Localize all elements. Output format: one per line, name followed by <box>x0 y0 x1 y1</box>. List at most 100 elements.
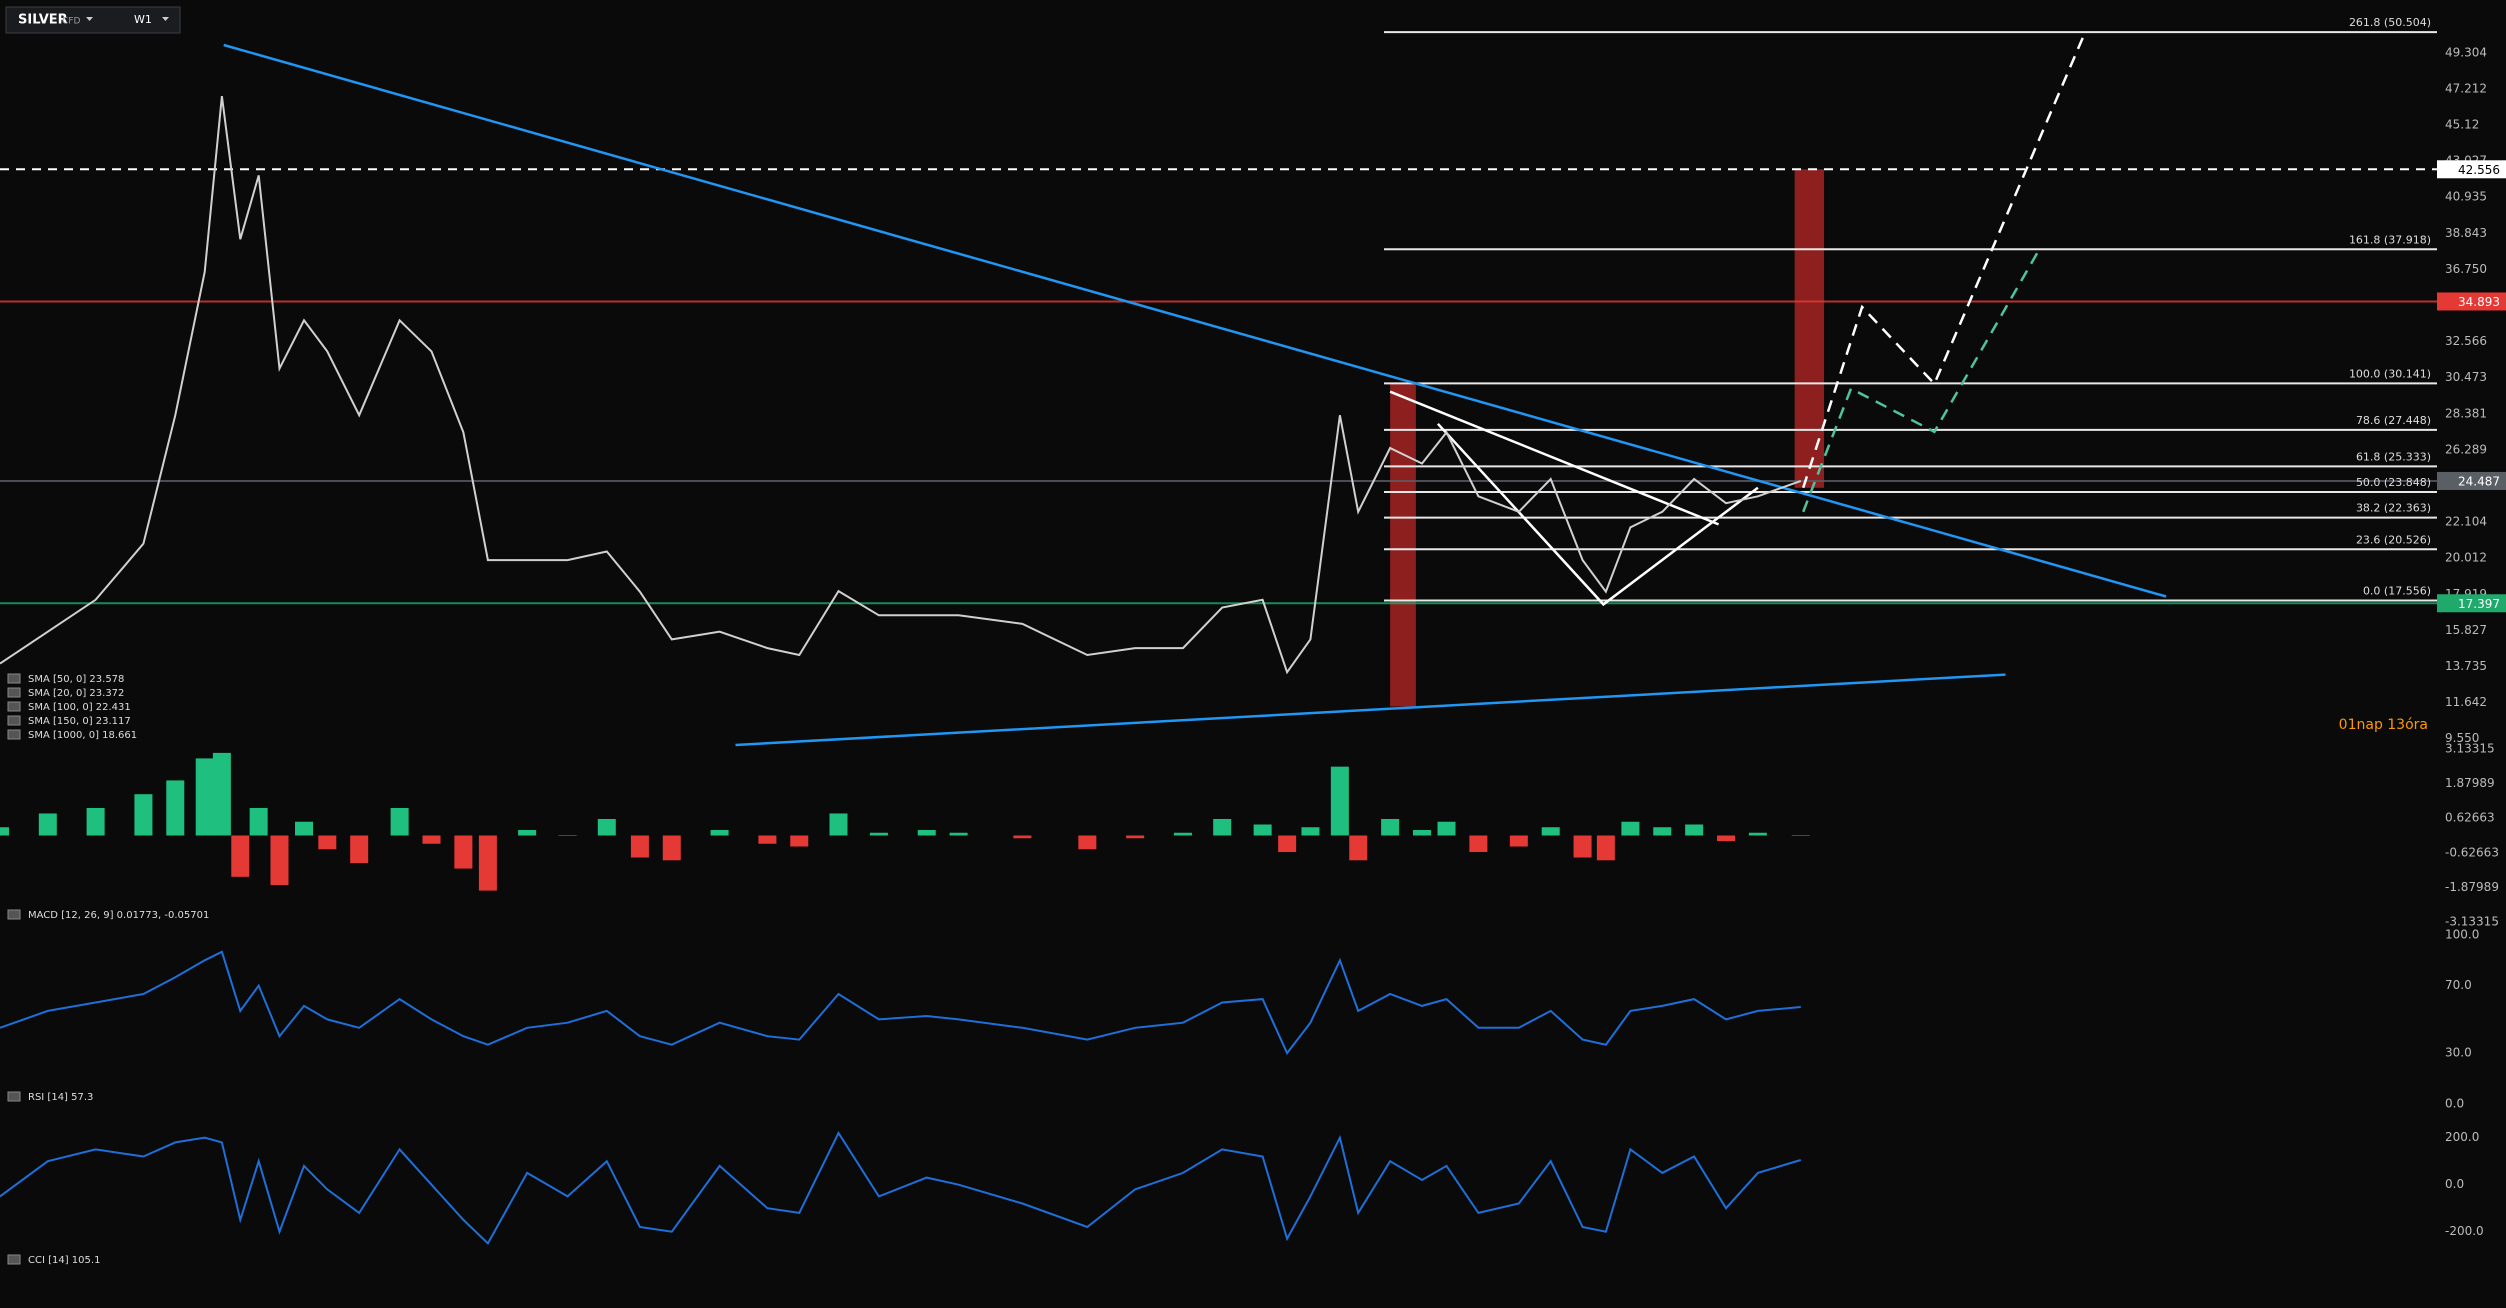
histogram-bar <box>1717 835 1736 842</box>
y-tick-label: -200.0 <box>2445 1224 2484 1238</box>
ui: SILVER CFD W1 49.30447.21245.1243.02740.… <box>5 6 2506 1266</box>
indicator-line <box>0 950 1801 1056</box>
histogram-bar <box>212 752 231 836</box>
timeframe[interactable]: W1 <box>134 13 152 26</box>
price-line <box>0 95 1802 675</box>
histogram-bar <box>1412 829 1431 836</box>
legend-icon <box>7 673 21 684</box>
legend-entry: SMA [50, 0] 23.578 <box>28 674 124 685</box>
y-tick-label: 20.012 <box>2445 551 2487 565</box>
y-tick-label: 30.0 <box>2445 1046 2472 1060</box>
histogram-bar <box>1685 824 1704 836</box>
histogram-bar <box>350 835 369 864</box>
histogram-bar <box>1469 835 1488 853</box>
price-badge-label: 24.487 <box>2458 474 2500 488</box>
histogram-bar <box>790 835 809 847</box>
y-tick-label: 0.0 <box>2445 1177 2464 1191</box>
histogram-bar <box>1253 824 1272 836</box>
y-tick-label: 30.473 <box>2445 370 2487 384</box>
fib-label: 50.0 (23.848) <box>2356 476 2431 489</box>
symbol-dropdown[interactable] <box>86 17 93 21</box>
histogram-bar <box>518 829 537 836</box>
market: CFD <box>62 17 80 27</box>
y-tick-label: 0.62663 <box>2445 811 2495 825</box>
panel-legend: CCI [14] 105.1 <box>28 1255 100 1266</box>
histogram-bar <box>1173 832 1192 836</box>
price-badge-label: 42.556 <box>2458 163 2500 177</box>
y-tick-label: 45.12 <box>2445 118 2479 132</box>
panel-legend: MACD [12, 26, 9] 0.01773, -0.05701 <box>28 910 209 921</box>
legend-icon <box>7 1254 21 1265</box>
trendline <box>1802 31 2087 489</box>
trendline <box>1389 390 1720 526</box>
price-badge-label: 17.397 <box>2458 597 2500 611</box>
histogram-bar <box>829 813 848 836</box>
y-tick-label: -3.13315 <box>2445 914 2499 928</box>
marks <box>0 31 2437 1246</box>
legend-icon <box>7 909 21 920</box>
histogram-bar <box>0 827 9 836</box>
legend-icon <box>7 729 21 740</box>
symbol[interactable]: SILVER <box>18 13 68 28</box>
y-tick-label: 38.843 <box>2445 226 2487 240</box>
y-tick-label: 11.642 <box>2445 695 2487 709</box>
y-tick-label: 0.0 <box>2445 1096 2464 1110</box>
legend-entry: SMA [20, 0] 23.372 <box>28 688 124 699</box>
histogram-bar <box>1213 818 1232 836</box>
histogram-bar <box>1437 821 1456 836</box>
histogram-bar <box>1748 832 1767 836</box>
histogram-bar <box>454 835 473 869</box>
histogram-bar <box>1791 835 1810 836</box>
price-badge <box>2437 292 2506 311</box>
histogram-bar <box>662 835 681 861</box>
price-badge <box>2437 471 2506 490</box>
y-tick-label: 47.212 <box>2445 81 2487 95</box>
price-badge <box>2437 594 2506 613</box>
histogram-bar <box>558 835 577 836</box>
y-tick-label: 15.827 <box>2445 623 2487 637</box>
symbol-box[interactable] <box>5 6 181 34</box>
legend-entry: SMA [100, 0] 22.431 <box>28 702 131 713</box>
timeframe-dropdown[interactable] <box>162 17 169 21</box>
histogram-bar <box>1301 827 1320 836</box>
histogram-bar <box>1078 835 1097 850</box>
price-badge-label: 34.893 <box>2458 295 2500 309</box>
fib-label: 0.0 (17.556) <box>2363 585 2431 598</box>
fib-label: 100.0 (30.141) <box>2349 367 2431 380</box>
histogram-bar <box>86 807 105 836</box>
histogram-bar <box>1013 835 1032 839</box>
histogram-bar <box>478 835 497 891</box>
histogram-bar <box>1278 835 1297 853</box>
y-tick-label: 40.935 <box>2445 190 2487 204</box>
histogram-bar <box>1541 827 1560 836</box>
y-tick-label: 49.304 <box>2445 45 2487 59</box>
histogram-bar <box>422 835 441 844</box>
histogram-bar <box>758 835 777 844</box>
legend-icon <box>7 687 21 698</box>
measured-move-box <box>1794 169 1825 488</box>
fib-label: 261.8 (50.504) <box>2349 16 2431 29</box>
histogram-bar <box>1330 766 1349 836</box>
trendline <box>1436 422 1759 607</box>
fib-label: 61.8 (25.333) <box>2356 450 2431 463</box>
histogram-bar <box>1596 835 1615 861</box>
trendline <box>735 673 2006 747</box>
trendline <box>1802 252 2039 513</box>
fib-label: 38.2 (22.363) <box>2356 502 2431 515</box>
countdown: 01nap 13óra <box>2339 717 2428 733</box>
histogram-bar <box>1621 821 1640 836</box>
histogram-bar <box>1509 835 1528 847</box>
y-tick-label: 28.381 <box>2445 406 2487 420</box>
y-tick-label: 22.104 <box>2445 515 2487 529</box>
measured-move-box <box>1390 383 1416 707</box>
indicator-line <box>0 1130 1802 1246</box>
legend-entry: SMA [150, 0] 23.117 <box>28 716 131 727</box>
price-badge <box>2437 160 2506 179</box>
legend-icon <box>7 715 21 726</box>
y-tick-label: 100.0 <box>2445 927 2479 941</box>
histogram-bar <box>390 807 409 836</box>
